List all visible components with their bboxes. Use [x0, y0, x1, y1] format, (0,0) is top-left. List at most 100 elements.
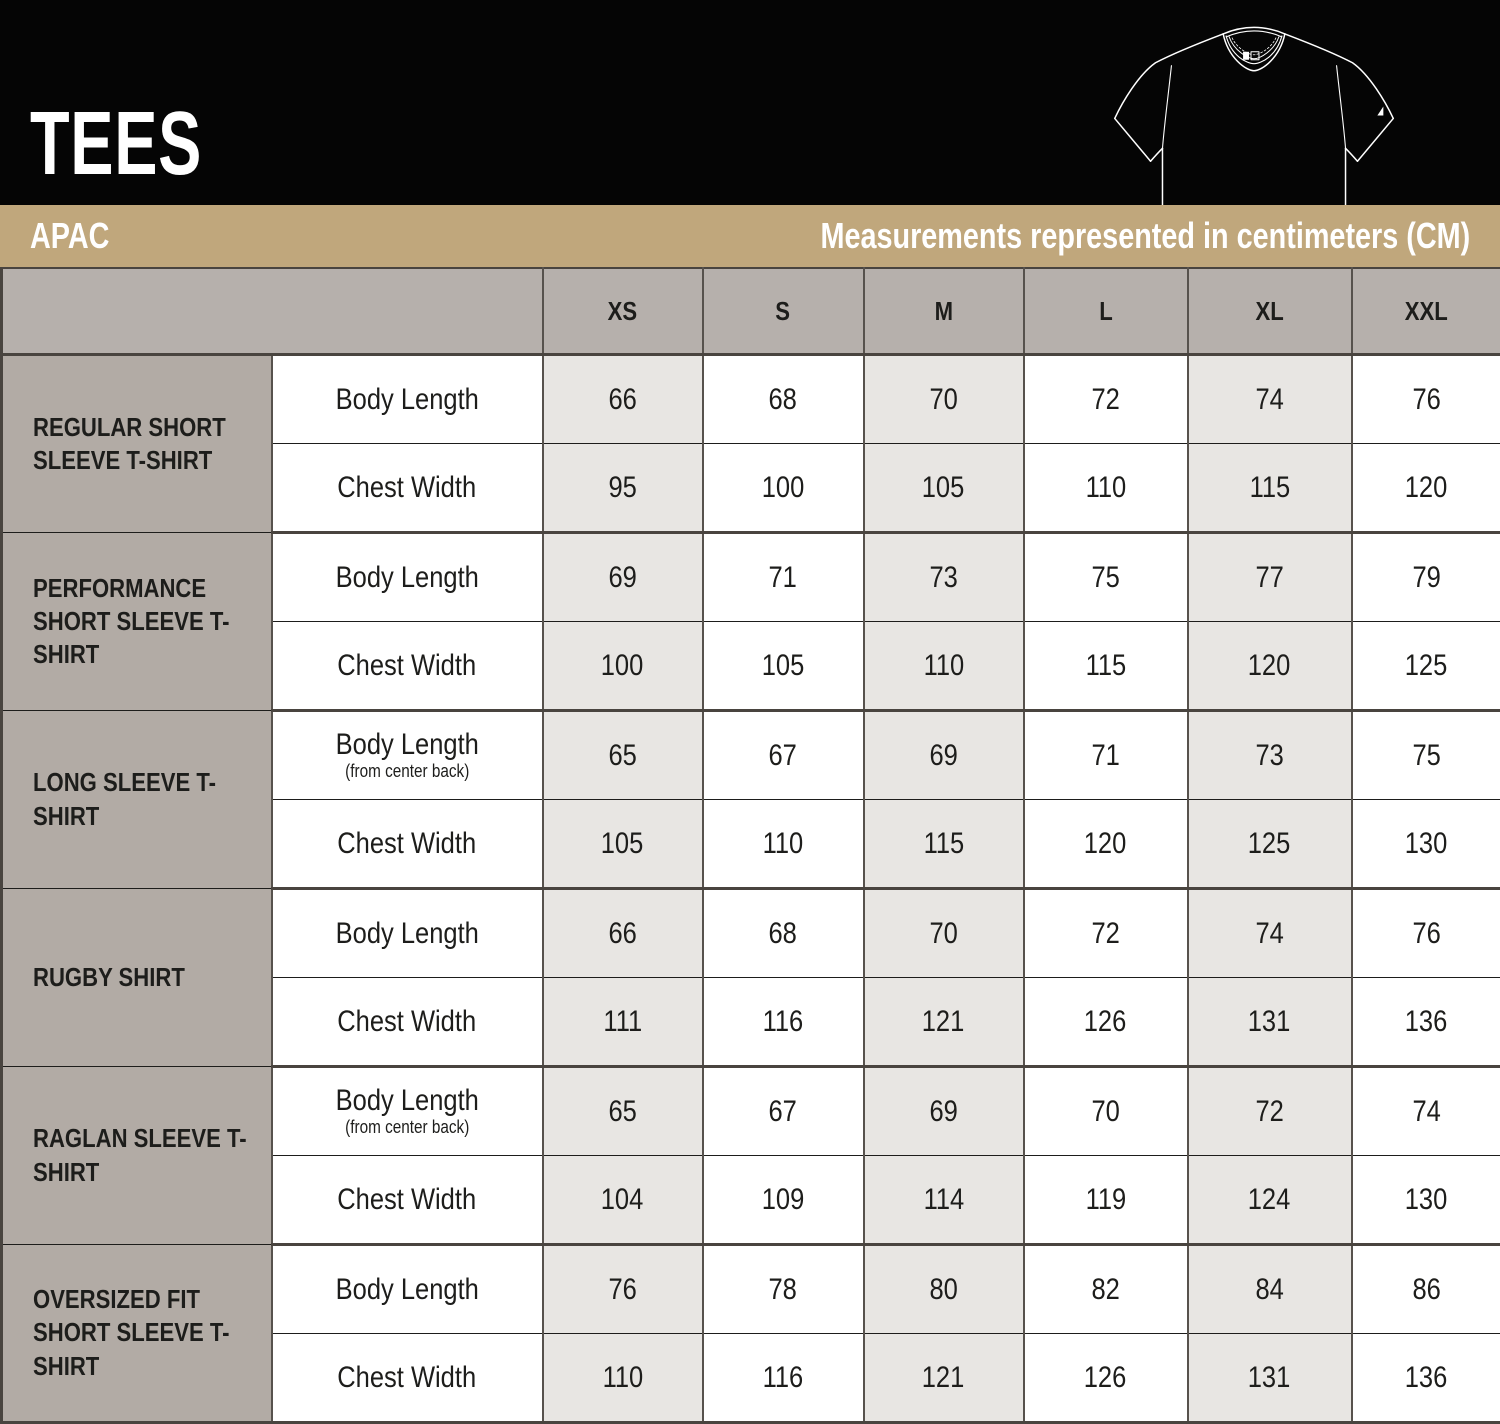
value-cell: 70 — [864, 889, 1024, 978]
measure-label-cell: Body Length — [272, 355, 543, 444]
product-name: OVERSIZED FIT SHORT SLEEVE T-SHIRT — [33, 1283, 252, 1383]
measure-label: Body Length — [335, 562, 478, 594]
size-label: XXL — [1405, 296, 1448, 327]
measure-label: Chest Width — [338, 828, 477, 860]
value-cell: 120 — [1352, 444, 1500, 533]
value: 86 — [1412, 1273, 1440, 1307]
value-cell: 71 — [1024, 711, 1188, 800]
value: 114 — [923, 1183, 964, 1217]
value: 104 — [601, 1183, 644, 1217]
value-cell: 105 — [864, 444, 1024, 533]
measure-label: Chest Width — [338, 1362, 477, 1394]
value-cell: 95 — [543, 444, 703, 533]
measure-label: Body Length(from center back) — [335, 1085, 478, 1136]
value-cell: 109 — [703, 1156, 864, 1245]
value-cell: 120 — [1024, 800, 1188, 889]
product-cell: PERFORMANCE SHORT SLEEVE T-SHIRT — [2, 533, 272, 711]
value: 119 — [1085, 1183, 1126, 1217]
product-name: RAGLAN SLEEVE T-SHIRT — [33, 1122, 252, 1189]
value: 121 — [922, 1361, 965, 1395]
value-cell: 105 — [543, 800, 703, 889]
value-cell: 76 — [1352, 355, 1500, 444]
product-name: RUGBY SHIRT — [33, 961, 252, 994]
value-cell: 74 — [1188, 355, 1352, 444]
value-cell: 69 — [864, 1067, 1024, 1156]
value: 136 — [1405, 1005, 1448, 1039]
table-row: OVERSIZED FIT SHORT SLEEVE T-SHIRT Body … — [2, 1245, 1500, 1334]
value: 72 — [1255, 1095, 1283, 1129]
value-cell: 100 — [543, 622, 703, 711]
value-cell: 68 — [703, 355, 864, 444]
value: 110 — [923, 649, 964, 683]
value: 72 — [1091, 383, 1119, 417]
value: 82 — [1091, 1273, 1119, 1307]
value-cell: 68 — [703, 889, 864, 978]
size-chart-table: XS S M L XL XXL REGULAR SHORT SLEEVE T-S… — [0, 267, 1500, 1424]
page-title: TEES — [30, 99, 202, 189]
masthead: TEES — [0, 0, 1500, 205]
value-cell: 84 — [1188, 1245, 1352, 1334]
value: 130 — [1405, 1183, 1448, 1217]
value-cell: 69 — [864, 711, 1024, 800]
measure-label-cell: Body Length — [272, 533, 543, 622]
size-header-xs: XS — [543, 268, 703, 355]
product-cell: RUGBY SHIRT — [2, 889, 272, 1067]
value-cell: 100 — [703, 444, 864, 533]
value: 125 — [1248, 827, 1291, 861]
sleeve-logo-icon — [1377, 107, 1383, 116]
value-cell: 71 — [703, 533, 864, 622]
value: 116 — [763, 1361, 804, 1395]
measure-label: Body Length — [335, 918, 478, 950]
value-cell: 72 — [1024, 889, 1188, 978]
product-name: REGULAR SHORT SLEEVE T-SHIRT — [33, 411, 252, 478]
value-cell: 120 — [1188, 622, 1352, 711]
value-cell: 121 — [864, 978, 1024, 1067]
table-row: RUGBY SHIRT Body Length 66 68 70 72 74 7… — [2, 889, 1500, 978]
value-cell: 70 — [1024, 1067, 1188, 1156]
value-cell: 110 — [703, 800, 864, 889]
value-cell: 77 — [1188, 533, 1352, 622]
value: 125 — [1405, 649, 1448, 683]
value: 73 — [929, 561, 957, 595]
value-cell: 70 — [864, 355, 1024, 444]
value: 100 — [762, 471, 805, 505]
value-cell: 116 — [703, 978, 864, 1067]
product-name: LONG SLEEVE T-SHIRT — [33, 766, 252, 833]
measure-label-cell: Chest Width — [272, 444, 543, 533]
value-cell: 115 — [864, 800, 1024, 889]
value-cell: 130 — [1352, 1156, 1500, 1245]
measure-label-cell: Chest Width — [272, 622, 543, 711]
value: 73 — [1255, 739, 1283, 773]
value: 75 — [1412, 739, 1440, 773]
value: 75 — [1091, 561, 1119, 595]
value-cell: 136 — [1352, 1334, 1500, 1423]
value: 69 — [929, 1095, 957, 1129]
value: 126 — [1084, 1361, 1127, 1395]
size-header-m: M — [864, 268, 1024, 355]
value-cell: 115 — [1024, 622, 1188, 711]
size-header-xl: XL — [1188, 268, 1352, 355]
value: 77 — [1255, 561, 1283, 595]
value: 100 — [601, 649, 644, 683]
product-cell: RAGLAN SLEEVE T-SHIRT — [2, 1067, 272, 1245]
value-cell: 69 — [543, 533, 703, 622]
measure-label: Chest Width — [338, 1006, 477, 1038]
measure-label-cell: Body Length(from center back) — [272, 1067, 543, 1156]
measure-sublabel: (from center back) — [335, 1118, 478, 1137]
value-cell: 76 — [1352, 889, 1500, 978]
value: 74 — [1255, 917, 1283, 951]
value: 124 — [1248, 1183, 1291, 1217]
table-row: LONG SLEEVE T-SHIRT Body Length(from cen… — [2, 711, 1500, 800]
value-cell: 131 — [1188, 978, 1352, 1067]
value-cell: 66 — [543, 355, 703, 444]
value: 68 — [769, 383, 797, 417]
value-cell: 79 — [1352, 533, 1500, 622]
value: 95 — [608, 471, 636, 505]
value: 67 — [769, 739, 797, 773]
value-cell: 75 — [1024, 533, 1188, 622]
value: 69 — [608, 561, 636, 595]
value-cell: 124 — [1188, 1156, 1352, 1245]
size-label: XL — [1255, 296, 1283, 327]
value: 120 — [1084, 827, 1127, 861]
product-cell: LONG SLEEVE T-SHIRT — [2, 711, 272, 889]
